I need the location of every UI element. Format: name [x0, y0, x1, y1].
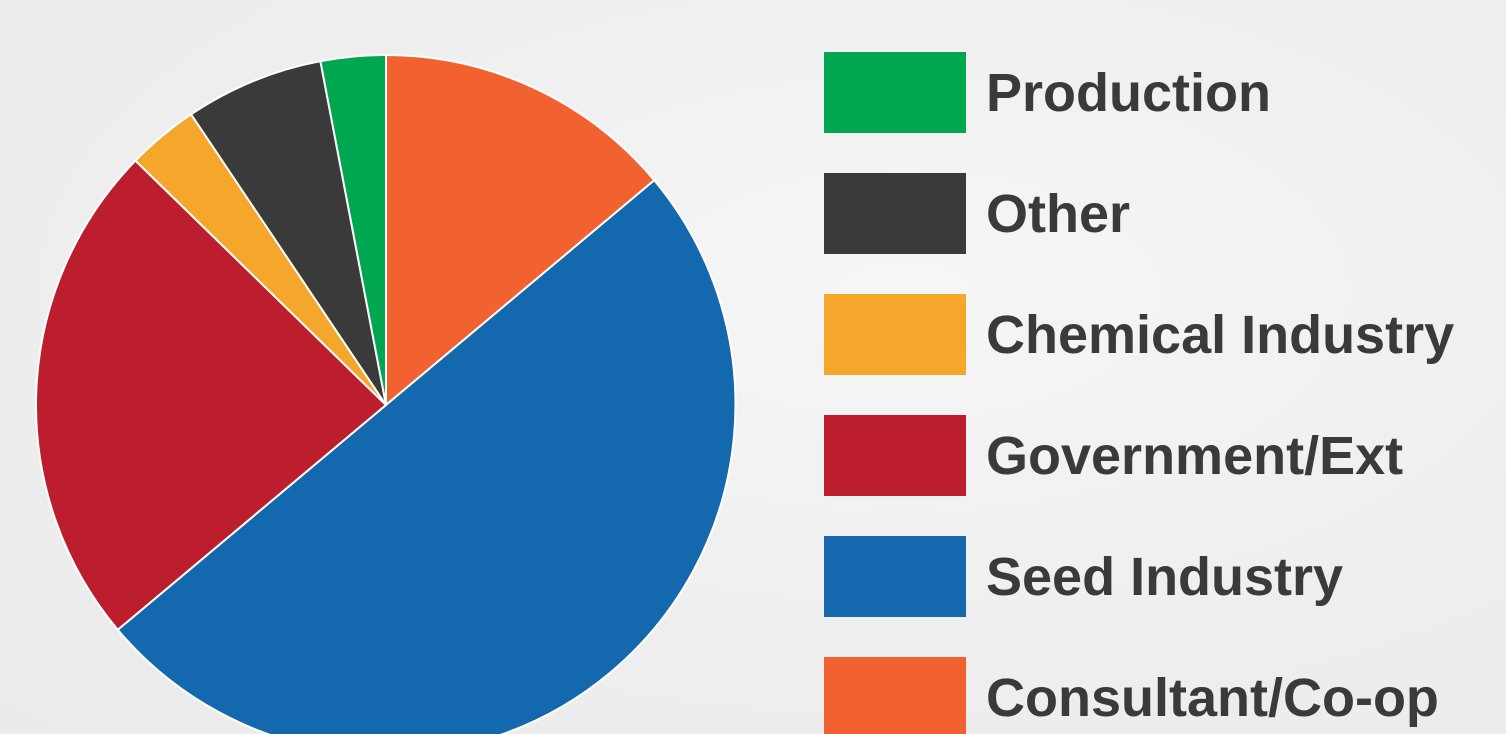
- legend-item-other: Other: [824, 173, 1506, 254]
- legend-swatch: [824, 657, 966, 734]
- legend-swatch: [824, 52, 966, 133]
- pie-slice-seed-industry: [116, 179, 737, 734]
- legend-label: Consultant/Co-op: [986, 667, 1439, 728]
- legend-label: Seed Industry: [986, 546, 1344, 607]
- legend-label: Government/Ext: [986, 425, 1404, 486]
- pie-slice-production: [319, 54, 387, 406]
- legend-swatch: [824, 415, 966, 496]
- legend-item-chemical-industry: Chemical Industry: [824, 294, 1506, 375]
- legend-swatch: [824, 294, 966, 375]
- pie-slice-consultant-co-op: [385, 54, 656, 406]
- legend-label: Production: [986, 62, 1271, 123]
- legend: Production Other Chemical Industry Governme…: [824, 52, 1506, 734]
- legend-swatch: [824, 536, 966, 617]
- legend-item-consultant-co-op: Consultant/Co-op: [824, 657, 1506, 734]
- legend-item-government-ext: Government/Ext: [824, 415, 1506, 496]
- pie-chart: [35, 54, 737, 734]
- pie-slice-other: [190, 60, 387, 406]
- legend-label: Chemical Industry: [986, 304, 1455, 365]
- legend-label: Other: [986, 183, 1131, 244]
- legend-item-production: Production: [824, 52, 1506, 133]
- legend-swatch: [824, 173, 966, 254]
- pie-slice-government-ext: [35, 159, 387, 631]
- legend-item-seed-industry: Seed Industry: [824, 536, 1506, 617]
